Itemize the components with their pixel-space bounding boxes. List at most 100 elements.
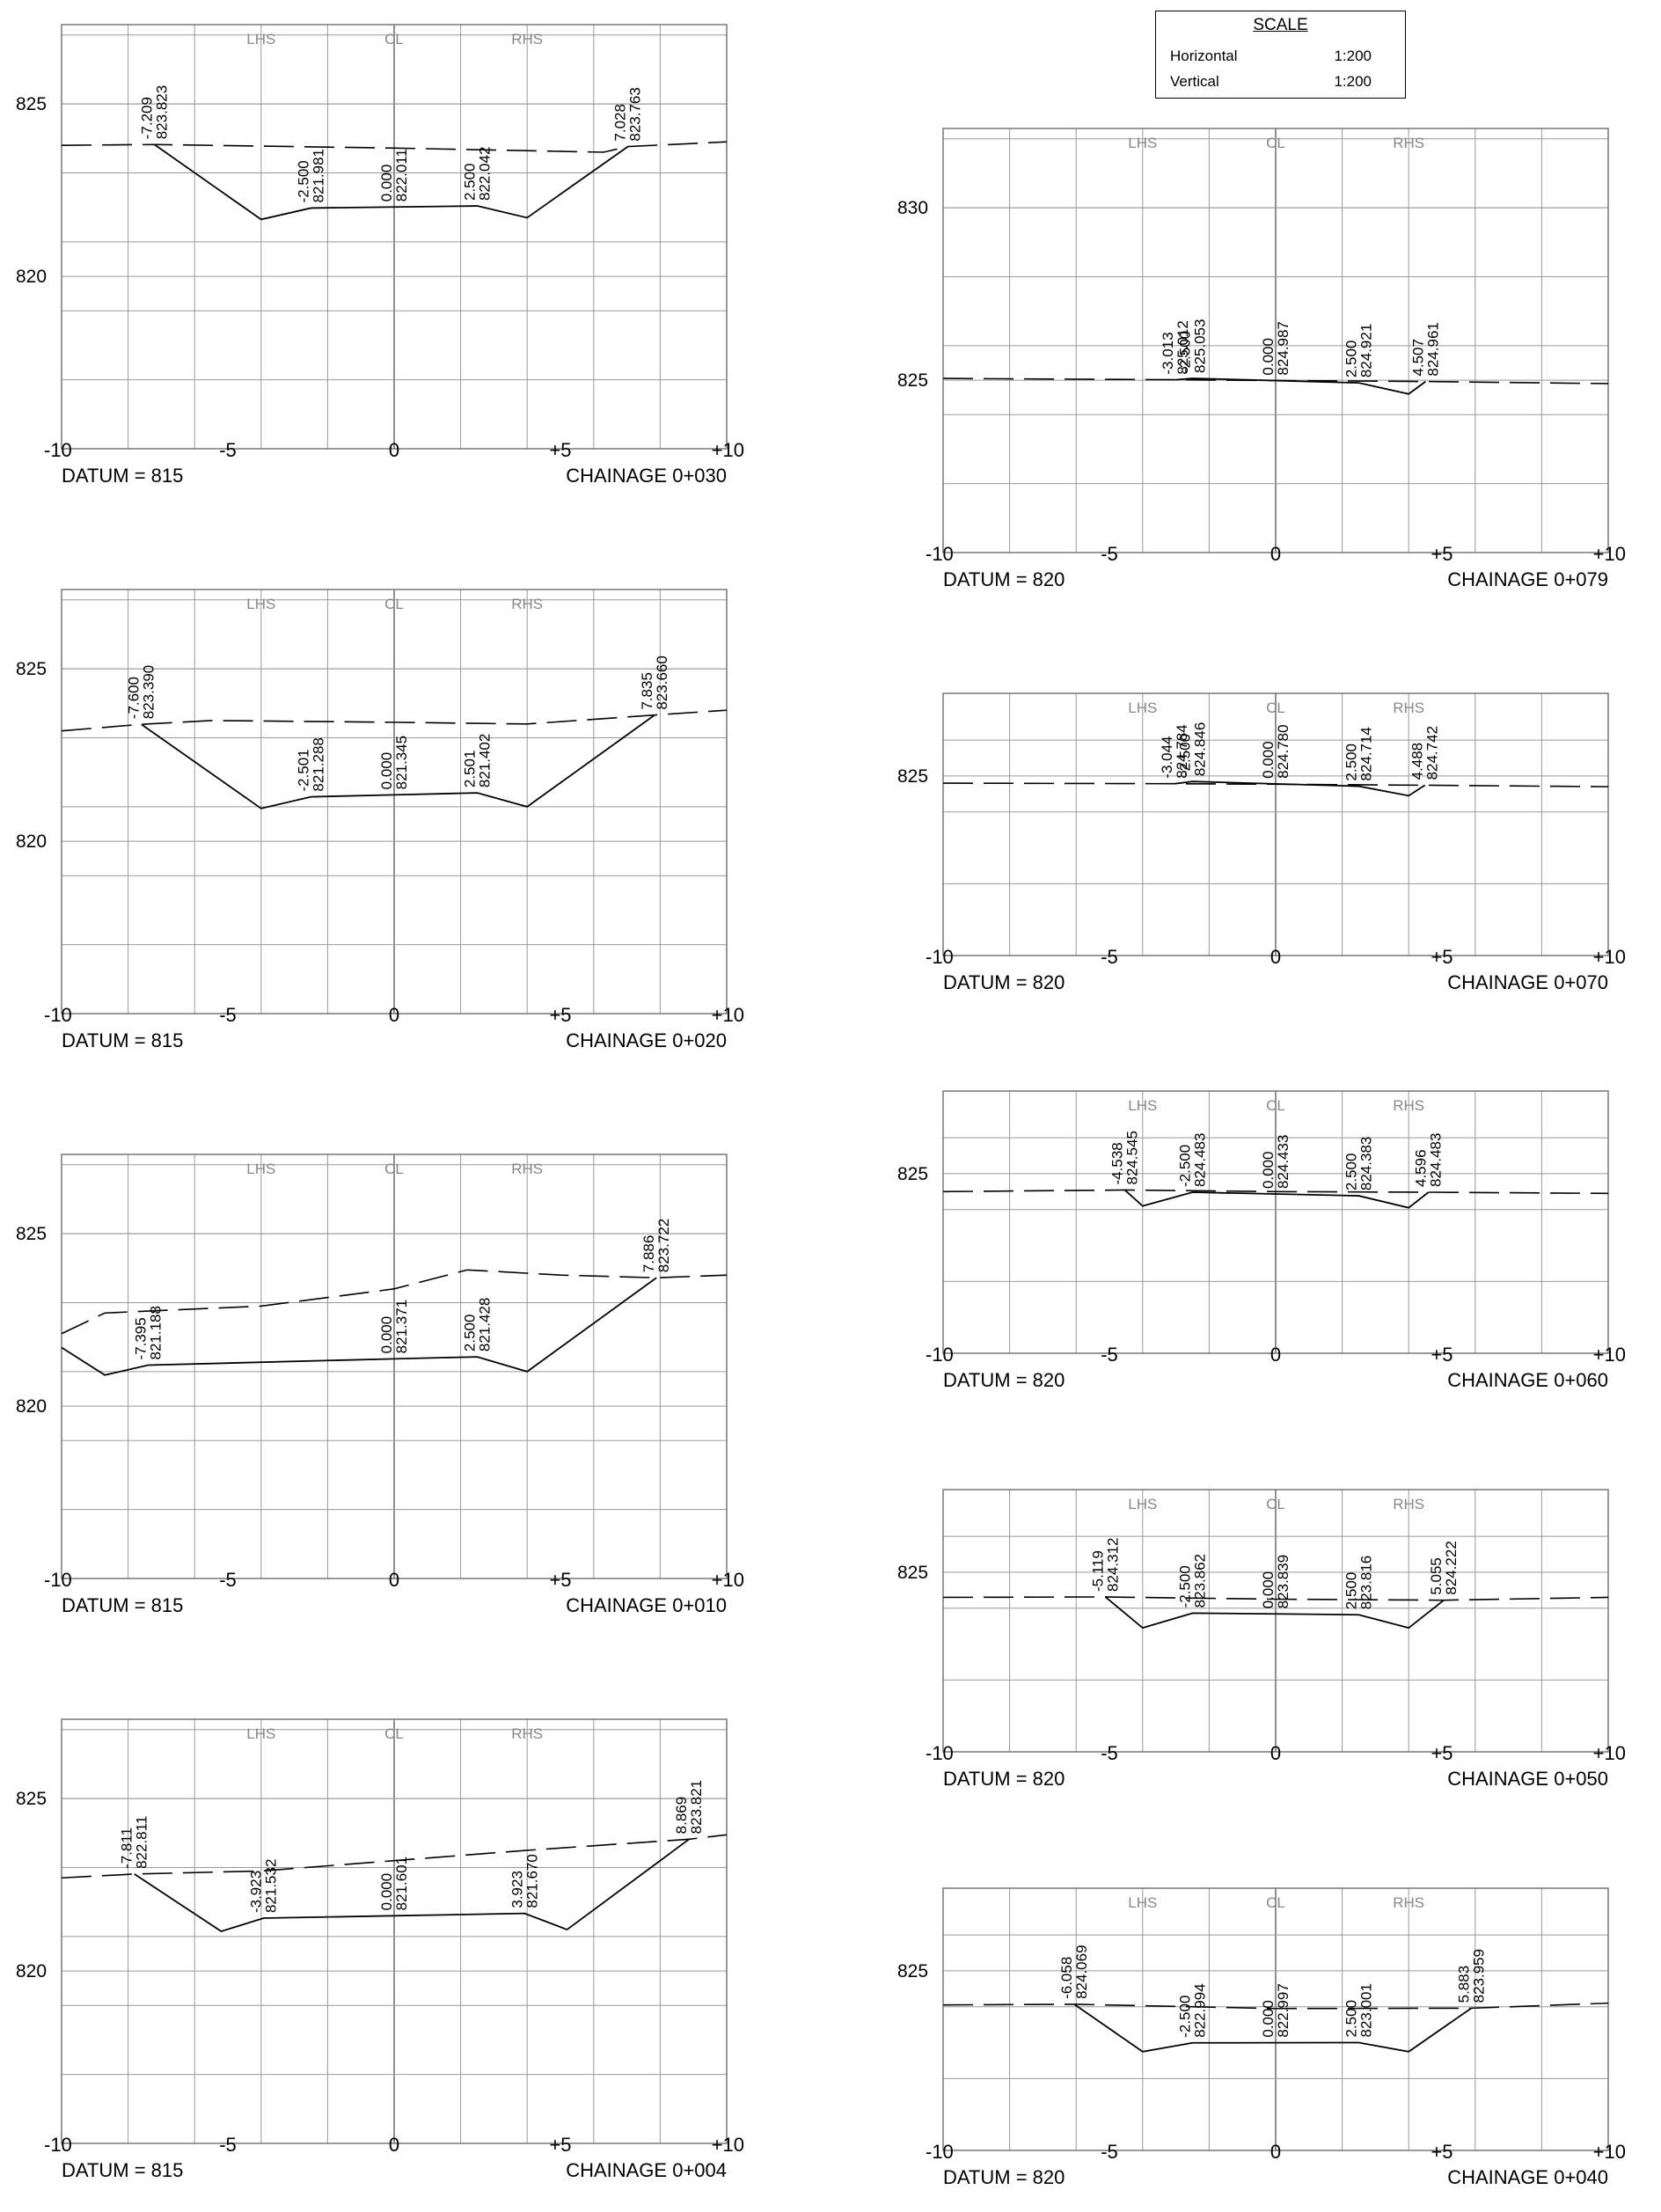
x-tick-label: +5 xyxy=(1431,2141,1452,2163)
chainage-label: CHAINAGE 0+020 xyxy=(566,1029,727,1051)
annotation-offset: 7.886 xyxy=(640,1235,657,1273)
annotation-level: 821.670 xyxy=(523,1854,540,1908)
annotation-level: 822.997 xyxy=(1275,1983,1291,2037)
annotation-offset: -7.395 xyxy=(132,1317,149,1359)
panel-frame xyxy=(942,1887,1609,2151)
x-tick-label: 0 xyxy=(389,1569,399,1591)
annotation-level: 824.961 xyxy=(1424,322,1441,376)
annotation-level: 823.816 xyxy=(1358,1556,1375,1609)
y-tick-label: 825 xyxy=(897,1961,928,1981)
scale-title: SCALE xyxy=(1253,16,1308,34)
x-tick-label: +10 xyxy=(712,1569,744,1591)
annotation-level: 825.012 xyxy=(1174,320,1191,374)
cross-section-panel: LHS CL RHS 820 825 -10 -5 0 +5 +10 DATUM = 815 CHAI… xyxy=(16,1718,744,2181)
y-tick-label: 825 xyxy=(897,370,928,391)
y-tick-label: 820 xyxy=(16,831,47,852)
column-label: LHS xyxy=(1128,1894,1157,1911)
column-label: LHS xyxy=(1128,1496,1157,1513)
datum-label: DATUM = 820 xyxy=(943,1768,1065,1790)
annotation-offset: 0.000 xyxy=(1260,2000,1277,2038)
annotation-level: 823.763 xyxy=(627,87,644,141)
y-tick-label: 825 xyxy=(16,1224,47,1244)
annotation-offset: 0.000 xyxy=(378,752,395,790)
annotation-level: 824.784 xyxy=(1174,724,1190,778)
annotation-offset: 4.507 xyxy=(1409,339,1426,377)
y-tick-label: 825 xyxy=(897,766,928,787)
datum-label: DATUM = 820 xyxy=(943,1369,1065,1391)
annotation-level: 823.839 xyxy=(1275,1555,1291,1608)
annotation-offset: 0.000 xyxy=(378,1873,395,1911)
annotation-level: 823.823 xyxy=(153,85,170,139)
annotation-offset: 8.869 xyxy=(673,1797,690,1835)
annotation-offset: -2.500 xyxy=(1177,331,1194,373)
datum-label: DATUM = 820 xyxy=(943,568,1065,590)
annotation-level: 824.222 xyxy=(1443,1541,1460,1594)
annotation-level: 822.994 xyxy=(1192,1983,1209,2037)
annotation-offset: -7.600 xyxy=(126,677,143,719)
annotation-level: 823.862 xyxy=(1192,1554,1209,1608)
x-tick-label: -5 xyxy=(1101,1742,1118,1764)
x-tick-label: +5 xyxy=(549,439,571,461)
datum-label: DATUM = 815 xyxy=(62,1594,183,1616)
existing-ground-line xyxy=(942,1596,1609,1601)
x-tick-label: 0 xyxy=(1270,2141,1281,2163)
annotation-level: 823.959 xyxy=(1470,1949,1487,2003)
x-tick-label: +5 xyxy=(1431,543,1452,565)
x-tick-label: -5 xyxy=(219,1004,237,1026)
x-tick-label: -5 xyxy=(219,439,237,461)
x-tick-label: -5 xyxy=(1101,1344,1118,1366)
annotation-offset: 0.000 xyxy=(1260,741,1277,779)
column-label: LHS xyxy=(246,1161,275,1177)
annotation-level: 821.188 xyxy=(147,1306,164,1359)
panel-frame xyxy=(942,1489,1609,1753)
y-tick-label: 825 xyxy=(897,1164,928,1184)
annotation-offset: 7.028 xyxy=(612,104,629,142)
column-label: RHS xyxy=(1393,135,1424,151)
annotation-level: 824.714 xyxy=(1358,727,1375,780)
panel-frame xyxy=(61,589,728,1014)
x-tick-label: +10 xyxy=(1593,543,1626,565)
column-label: RHS xyxy=(1393,699,1424,716)
annotation-offset: 2.500 xyxy=(462,1315,479,1352)
x-tick-label: -5 xyxy=(219,1569,237,1591)
annotation-offset: 2.500 xyxy=(1343,743,1360,781)
x-tick-label: +10 xyxy=(1593,1742,1626,1764)
annotation-level: 822.042 xyxy=(477,147,494,201)
y-tick-label: 820 xyxy=(16,1961,47,1981)
column-label: RHS xyxy=(1393,1097,1424,1114)
column-label: LHS xyxy=(246,596,275,612)
x-tick-label: -5 xyxy=(1101,2141,1118,2163)
annotation-offset: -2.501 xyxy=(295,749,311,791)
x-tick-label: -10 xyxy=(926,1742,954,1764)
x-tick-label: -5 xyxy=(1101,946,1118,968)
annotation-offset: 0.000 xyxy=(378,1316,395,1354)
annotation-level: 821.288 xyxy=(310,737,326,791)
column-label: CL xyxy=(1266,1097,1285,1114)
x-tick-label: -10 xyxy=(44,1569,72,1591)
design-profile-line xyxy=(61,1277,657,1376)
column-label: CL xyxy=(384,596,404,612)
chainage-label: CHAINAGE 0+004 xyxy=(566,2159,727,2181)
annotation-offset: 2.500 xyxy=(462,163,479,201)
cross-section-panel: LHS CL RHS 825 -10 -5 0 +5 +10 DATUM = 820 CHAINAG… xyxy=(897,692,1626,993)
annotation-offset: -2.500 xyxy=(1177,1145,1194,1187)
cross-section-panel: LHS CL RHS 825 -10 -5 0 +5 +10 DATUM = 820 CHAINAG… xyxy=(897,1887,1626,2188)
existing-ground-line xyxy=(61,1269,728,1335)
x-tick-label: +5 xyxy=(1431,1344,1452,1366)
y-tick-label: 825 xyxy=(16,659,47,679)
annotation-level: 825.053 xyxy=(1192,319,1209,373)
cross-section-panel: LHS CL RHS 825 830 -10 -5 0 +5 +10 DATUM = 820 CHAI… xyxy=(897,128,1626,590)
